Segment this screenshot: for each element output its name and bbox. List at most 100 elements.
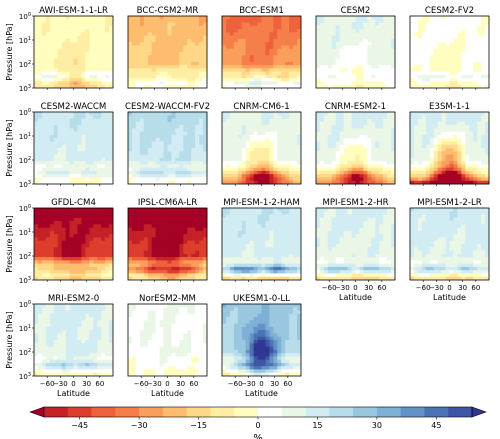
heat-cell — [105, 263, 110, 268]
heat-cell — [34, 45, 39, 50]
heat-cell — [147, 22, 153, 27]
heat-cell — [249, 16, 254, 20]
heat-cell — [351, 74, 356, 79]
heat-cell — [89, 128, 94, 132]
heat-cell — [37, 118, 43, 123]
heat-cell — [41, 52, 47, 56]
heat-cell — [85, 25, 90, 30]
heat-cell — [155, 22, 160, 27]
heat-cell — [61, 214, 66, 219]
heat-cell — [367, 170, 372, 175]
heat-cell — [61, 32, 66, 36]
heat-cell — [77, 174, 82, 178]
heat-cell — [327, 81, 333, 86]
heat-cell — [139, 125, 145, 129]
heat-cell — [199, 22, 204, 27]
heat-cell — [375, 78, 380, 82]
heat-cell — [159, 118, 164, 123]
heat-cell — [327, 141, 333, 146]
heat-cell — [183, 154, 188, 159]
heat-cell — [473, 81, 478, 86]
heat-cell — [355, 19, 360, 23]
heat-cell — [81, 217, 86, 222]
heat-cell — [261, 148, 266, 152]
heat-cell — [73, 157, 78, 162]
heat-cell — [253, 48, 258, 53]
y-tick-label: 101 — [19, 132, 31, 141]
heat-cell — [77, 112, 82, 116]
heat-cell — [387, 42, 392, 46]
heat-cell — [410, 161, 415, 165]
heat-cell — [183, 45, 188, 50]
heat-cell — [101, 157, 106, 162]
heat-cell — [49, 177, 55, 182]
heat-cell — [437, 177, 442, 182]
heat-cell — [441, 55, 446, 59]
heat-cell — [131, 16, 137, 20]
heat-cell — [89, 250, 94, 255]
heat-cell — [269, 141, 274, 146]
heat-cell — [316, 144, 321, 149]
heat-cell — [433, 180, 438, 185]
heat-cell — [49, 154, 55, 159]
heat-cell — [65, 112, 70, 116]
heat-cell — [449, 151, 454, 155]
heat-cell — [69, 266, 74, 271]
heat-cell — [413, 71, 419, 76]
heat-cell — [155, 35, 160, 40]
heat-cell — [383, 55, 388, 59]
heat-cell — [143, 151, 149, 155]
heat-cell — [195, 42, 200, 46]
heat-cell — [441, 174, 446, 178]
heat-cell — [49, 118, 55, 123]
heat-cell — [445, 74, 450, 79]
heat-cell — [413, 16, 419, 20]
heat-cell — [233, 118, 239, 123]
heat-cell — [293, 16, 298, 20]
heat-cell — [265, 38, 270, 43]
heat-cell — [81, 84, 86, 89]
heat-cell — [89, 61, 94, 66]
heat-cell — [34, 84, 39, 89]
heat-cell — [413, 112, 419, 116]
heat-cell — [163, 55, 168, 59]
heat-cell — [191, 208, 196, 212]
heat-cell — [65, 58, 70, 63]
heat-cell — [253, 174, 258, 178]
heat-cell — [222, 144, 227, 149]
heat-cell — [359, 58, 364, 63]
heat-cell — [73, 221, 78, 225]
heat-cell — [233, 167, 239, 172]
heat-cell — [445, 29, 450, 33]
heat-cell — [371, 58, 376, 63]
heat-cell — [343, 45, 348, 50]
heat-cell — [225, 29, 231, 33]
heat-cell — [89, 32, 94, 36]
heat-cell — [167, 65, 172, 69]
heat-cell — [167, 52, 172, 56]
heat-cell — [371, 16, 376, 20]
heat-cell — [477, 52, 482, 56]
heat-cell — [273, 151, 278, 155]
heat-cell — [343, 22, 348, 27]
heat-cell — [143, 121, 149, 126]
heat-cell — [293, 154, 298, 159]
heat-cell — [297, 32, 302, 36]
heat-cell — [89, 115, 94, 119]
heat-cell — [77, 71, 82, 76]
heat-cell — [441, 164, 446, 168]
heat-cell — [277, 55, 282, 59]
heat-cell — [289, 71, 294, 76]
heat-cell — [319, 74, 325, 79]
heat-cell — [187, 141, 192, 146]
heat-cell — [253, 118, 258, 123]
heat-cell — [425, 78, 431, 82]
heat-cell — [331, 84, 337, 89]
heat-cell — [241, 52, 247, 56]
heat-cell — [429, 52, 435, 56]
heat-cell — [441, 19, 446, 23]
heat-cell — [469, 167, 474, 172]
heat-cell — [41, 211, 47, 215]
heat-cell — [179, 65, 184, 69]
heat-cell — [441, 25, 446, 30]
